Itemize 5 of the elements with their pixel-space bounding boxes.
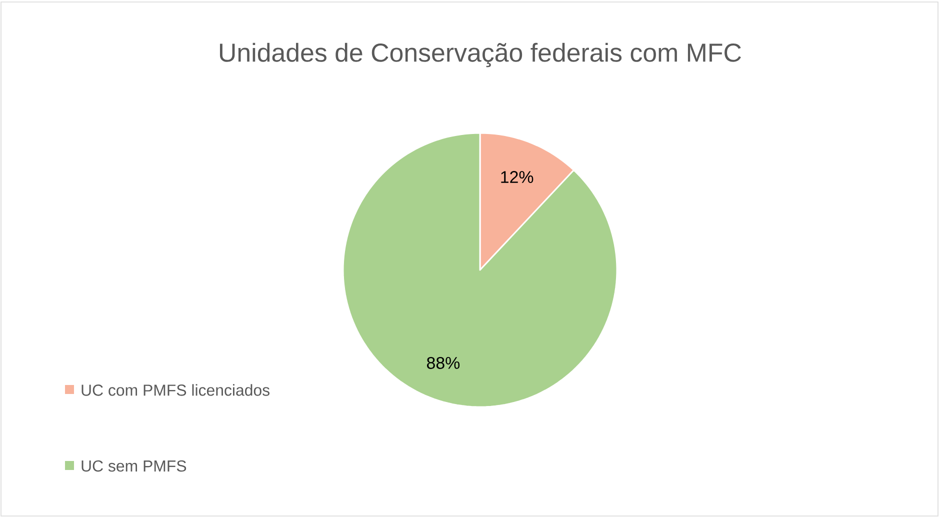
- data-label: 12%: [501, 171, 534, 183]
- chart-title: Unidades de Conservação federais com MFC: [220, 42, 741, 68]
- legend-label: UC sem PMFS: [82, 460, 186, 472]
- data-label: 88%: [426, 356, 460, 369]
- legend-label: UC com PMFS licenciados: [82, 384, 270, 396]
